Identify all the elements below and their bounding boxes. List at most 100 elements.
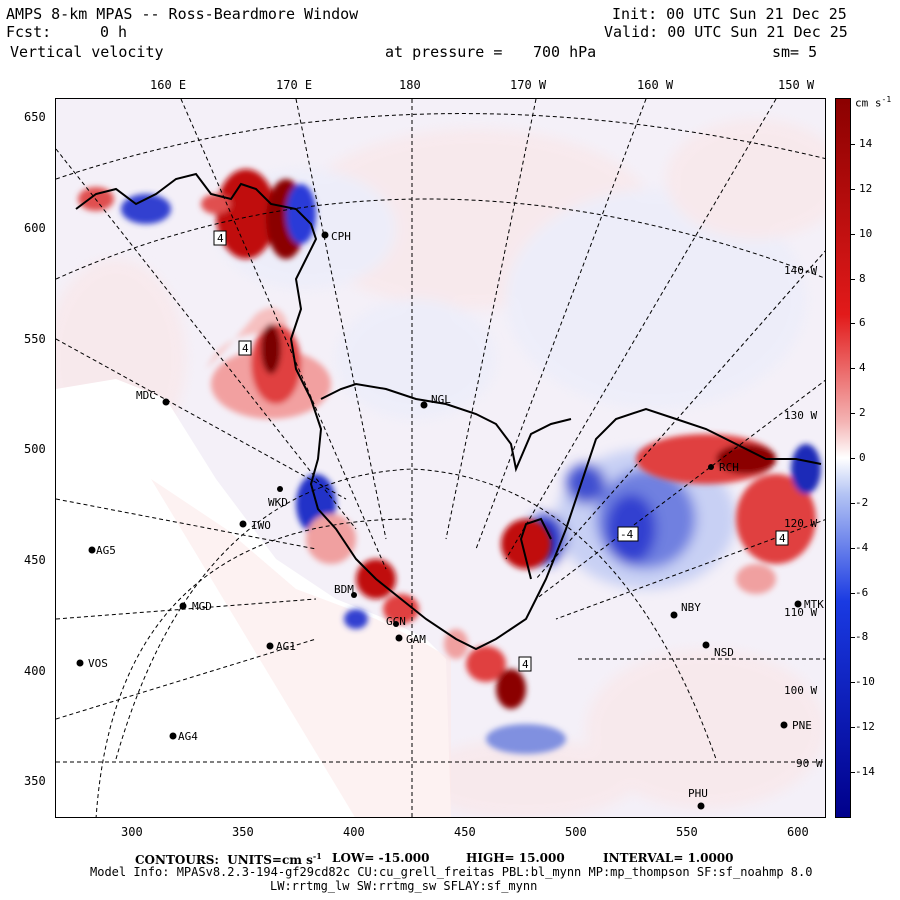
colorbar-tick-label: -6: [855, 585, 869, 599]
forecast-value: 0 h: [100, 23, 128, 41]
svg-text:MDC: MDC: [136, 389, 156, 402]
colorbar-tick: [851, 278, 855, 280]
colorbar-tick: [851, 233, 855, 235]
station-marker: NGL: [420, 393, 451, 409]
colorbar-tick: [851, 323, 855, 325]
colorbar-tick: [851, 502, 855, 504]
colorbar-tick: [851, 592, 855, 594]
station-marker: NSD: [702, 641, 734, 659]
colorbar-tick: [851, 368, 855, 370]
y-axis-label: 350: [24, 774, 46, 788]
colorbar-tick-label: 8: [859, 271, 866, 285]
station-marker: AG5: [88, 544, 116, 557]
x-axis-label: 550: [676, 825, 698, 839]
pressure-label: at pressure =: [385, 43, 503, 61]
contour-label: 4: [242, 342, 249, 355]
station-marker: AG4: [169, 730, 198, 743]
contours-interval: INTERVAL= 1.0000: [603, 851, 734, 865]
station-marker: PNE: [780, 719, 812, 732]
station-marker: BDM: [334, 583, 357, 598]
y-axis-label: 400: [24, 664, 46, 678]
svg-text:VOS: VOS: [88, 657, 108, 670]
top-lon-label: 160 W: [637, 78, 674, 92]
colorbar-tick: [851, 682, 855, 684]
svg-text:MTK: MTK: [804, 598, 824, 611]
contours-low: LOW= -15.000: [332, 851, 430, 865]
colorbar-tick: [851, 458, 855, 459]
colorbar-tick-label: 6: [859, 316, 866, 330]
svg-text:WKD: WKD: [268, 496, 288, 509]
contours-high: HIGH= 15.000: [466, 851, 565, 865]
colorbar-tick: [851, 637, 855, 639]
smoothing: sm= 5: [772, 43, 818, 61]
colorbar-tick-label: -14: [855, 765, 875, 778]
station-marker: RCH: [708, 461, 739, 474]
colorbar-tick-label: -10: [855, 675, 875, 689]
colorbar-tick-label: -8: [855, 630, 869, 644]
station-marker: CPH: [321, 230, 351, 243]
y-axis-label: 650: [24, 110, 46, 124]
svg-text:GAM: GAM: [406, 633, 426, 646]
red-updraft-region: [78, 169, 331, 419]
svg-text:AG5: AG5: [96, 544, 116, 557]
ice-shelf-tint: [151, 479, 451, 817]
station-marker: MTK: [794, 598, 824, 611]
colorbar-tick-label: -4: [855, 540, 869, 554]
svg-text:RCH: RCH: [719, 461, 739, 474]
y-axis-label: 550: [24, 332, 46, 346]
top-lon-label: 170 E: [276, 78, 313, 92]
top-lon-label: 180: [399, 78, 421, 92]
contour-labels: 4 4 4 4 -4: [213, 230, 789, 672]
colorbar-tick: [851, 144, 855, 145]
lon-label: 90 W: [796, 757, 823, 770]
y-axis-label: 450: [24, 553, 46, 567]
blue-downdraft-region: [526, 449, 736, 589]
station-marker: VOS: [76, 657, 108, 670]
colorbar-tick: [851, 547, 855, 549]
svg-text:PNE: PNE: [792, 719, 812, 732]
colorbar-tick-label: 10: [859, 226, 873, 240]
init-time: Init: 00 UTC Sun 21 Dec 25: [612, 5, 847, 23]
colorbar-tick-label: -12: [855, 720, 875, 734]
svg-text:AG4: AG4: [178, 730, 198, 743]
x-axis-label: 600: [787, 825, 809, 839]
colorbar-tick-label: 12: [859, 181, 873, 195]
colorbar-tick: [851, 727, 855, 729]
svg-text:AG1: AG1: [276, 640, 296, 653]
lon-label: 140 W: [784, 264, 817, 277]
colorbar-tick: [851, 188, 855, 190]
station-marker: MGD: [179, 600, 212, 613]
lon-label: 100 W: [784, 684, 817, 697]
station-marker: MDC: [136, 389, 170, 406]
station-marker: GCN: [386, 615, 406, 628]
svg-text:NSD: NSD: [714, 646, 734, 659]
station-marker: AG1: [266, 640, 296, 653]
top-lon-label: 160 E: [150, 78, 187, 92]
x-axis-label: 500: [565, 825, 587, 839]
station-marker: NBY: [670, 601, 701, 619]
top-lon-label: 150 W: [778, 78, 815, 92]
model-info-2: LW:rrtmg_lw SW:rrtmg_sw SFLAY:sf_mynn: [270, 879, 538, 893]
svg-text:IWO: IWO: [251, 519, 271, 532]
field-name: Vertical velocity: [10, 43, 164, 61]
svg-text:BDM: BDM: [334, 583, 354, 596]
valid-time: Valid: 00 UTC Sun 21 Dec 25: [604, 23, 848, 41]
svg-text:NBY: NBY: [681, 601, 701, 614]
forecast-label: Fcst:: [6, 23, 52, 41]
colorbar-tick-label: 0: [859, 451, 866, 464]
x-axis-label: 400: [343, 825, 365, 839]
lon-label: 120 W: [784, 517, 817, 530]
svg-text:GCN: GCN: [386, 615, 406, 628]
svg-text:PHU: PHU: [688, 787, 708, 800]
station-marker: PHU: [688, 787, 708, 810]
contour-label: 4: [217, 232, 224, 245]
colorbar-tick-label: 4: [859, 361, 866, 375]
station-marker: GAM: [395, 633, 426, 646]
colorbar-tick: [851, 413, 855, 415]
colorbar-tick-label: 2: [859, 406, 866, 420]
contour-label: 4: [522, 658, 529, 671]
colorbar-tick-label: 14: [859, 137, 873, 150]
y-axis-label: 500: [24, 442, 46, 456]
x-axis-label: 300: [121, 825, 143, 839]
map-plot: 4 4 4 4 -4 140 W 130 W 120 W 110 W 100 W…: [55, 98, 826, 818]
